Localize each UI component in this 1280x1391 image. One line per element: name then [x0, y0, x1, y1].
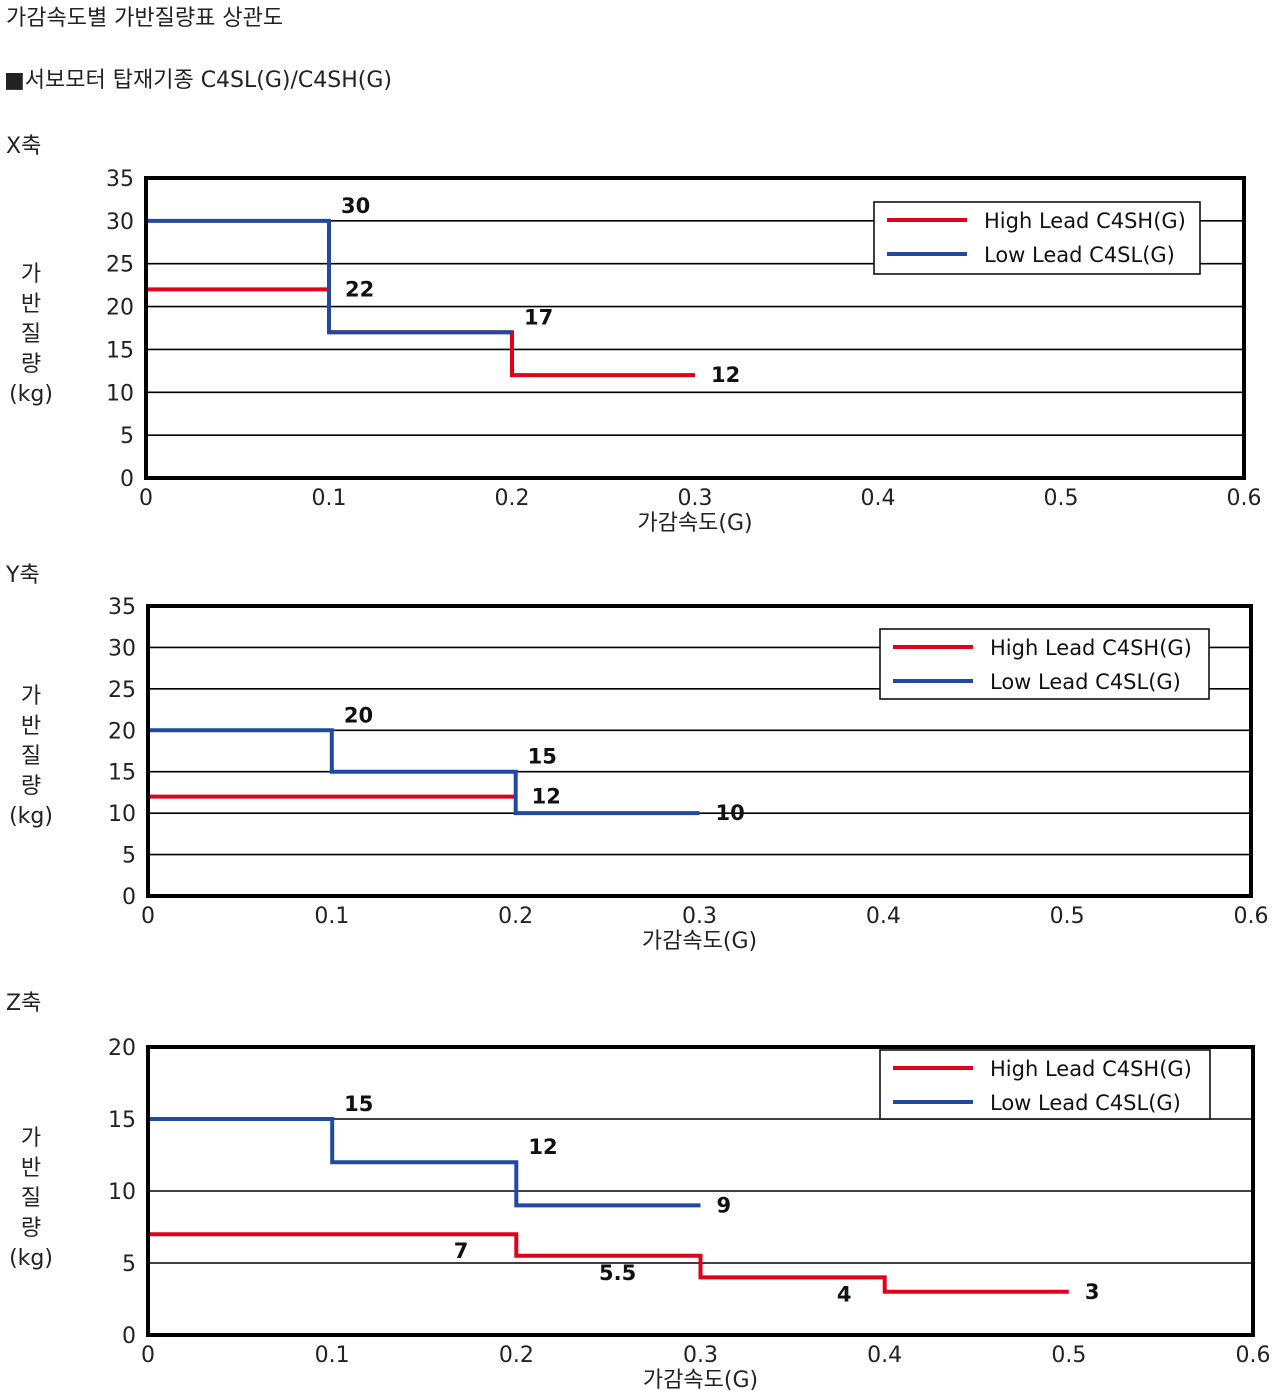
legend-label-low-lead: Low Lead C4SL(G) [984, 243, 1175, 267]
x-tick-label: 0.6 [1234, 904, 1269, 929]
data-label: 9 [717, 1193, 732, 1217]
y-tick-label: 5 [122, 1252, 136, 1277]
data-label: 17 [524, 305, 553, 329]
high-lead-series-line [148, 1232, 1069, 1294]
legend-box [879, 1049, 1211, 1120]
y-tick-label: 20 [108, 719, 136, 744]
y-tick-label: 0 [122, 1324, 136, 1349]
y-tick-label: 5 [120, 424, 134, 449]
y-tick-label: 10 [108, 1180, 136, 1205]
y-tick-label: 15 [106, 338, 134, 363]
y-axis-label: 질 [21, 1186, 41, 1211]
legend-box [879, 628, 1210, 700]
x-tick-label: 0.5 [1044, 486, 1079, 511]
y-axis-label: 가 [21, 684, 41, 709]
y-tick-label: 30 [106, 210, 134, 235]
data-label: 5.5 [599, 1261, 636, 1285]
x-tick-label: 0 [139, 486, 153, 511]
y-axis-label: 반 [21, 292, 41, 317]
z-axis-section-heading: Z축 [6, 991, 42, 1016]
y-axis-label: (kg) [9, 804, 53, 829]
x-tick-label: 0 [141, 1343, 155, 1368]
y-axis-label: (kg) [9, 382, 53, 407]
low-lead-series-line [146, 218, 512, 335]
low-lead-series-line [148, 1117, 701, 1208]
y-axis-label: 반 [21, 1156, 41, 1181]
legend-label-low-lead: Low Lead C4SL(G) [990, 670, 1181, 694]
y-tick-label: 10 [106, 381, 134, 406]
plot-frame [144, 176, 1246, 480]
y-axis-label: 량 [21, 774, 41, 799]
data-label: 4 [837, 1282, 852, 1306]
x-tick-label: 0.4 [867, 1343, 902, 1368]
z-axis-chart: 0 5 10 15 20 0 0.1 0.2 0.3 0.4 0.5 0.6 가감속도(G) 가반질량 (k… [9, 1036, 1271, 1391]
y-axis-label: 질 [21, 744, 41, 769]
x-tick-label: 0.5 [1050, 904, 1085, 929]
x-tick-label: 0.4 [866, 904, 901, 929]
x-tick-label: 0.6 [1236, 1343, 1271, 1368]
x-tick-label: 0.2 [495, 486, 530, 511]
y-axis-section-heading: Y축 [6, 563, 40, 588]
data-label: 15 [344, 1092, 373, 1116]
page-subtitle: ■서보모터 탑재기종 C4SL(G)/C4SH(G) [4, 68, 392, 93]
x-tick-label: 0.2 [498, 904, 533, 929]
x-axis-label: 가감속도(G) [643, 1368, 758, 1391]
data-label: 3 [1085, 1280, 1100, 1304]
y-axis-label: 량 [21, 1216, 41, 1241]
y-tick-label: 25 [106, 253, 134, 278]
x-tick-label: 0.1 [315, 1343, 350, 1368]
y-axis-label: (kg) [9, 1246, 53, 1271]
x-tick-label: 0.5 [1051, 1343, 1086, 1368]
legend-label-high-lead: High Lead C4SH(G) [984, 209, 1186, 233]
y-axis-label: 가 [21, 262, 41, 287]
y-tick-label: 35 [106, 167, 134, 192]
x-tick-label: 0.1 [314, 904, 349, 929]
low-lead-series-line [148, 728, 700, 816]
legend-label-high-lead: High Lead C4SH(G) [990, 636, 1192, 660]
y-tick-label: 35 [108, 595, 136, 620]
page-title: 가감속도별 가반질량표 상관도 [6, 6, 284, 31]
x-axis-section-heading: X축 [6, 134, 42, 159]
data-label: 12 [528, 1135, 557, 1159]
x-tick-label: 0.3 [682, 904, 717, 929]
data-label: 22 [345, 277, 374, 301]
data-label: 7 [454, 1239, 469, 1263]
y-axis-label: 량 [21, 352, 41, 377]
plot-frame [146, 1045, 1255, 1337]
legend-box [873, 201, 1201, 275]
y-tick-label: 15 [108, 761, 136, 786]
y-axis-chart: 0 5 10 15 20 25 30 35 0 0.1 0.2 0.3 0.4 0.5 0.6 가감속도(G)… [9, 595, 1269, 954]
legend-label-high-lead: High Lead C4SH(G) [990, 1057, 1192, 1081]
y-axis-label: 반 [21, 714, 41, 739]
legend-label-low-lead: Low Lead C4SL(G) [990, 1091, 1181, 1115]
x-tick-label: 0.6 [1227, 486, 1262, 511]
data-label: 10 [716, 801, 745, 825]
y-tick-label: 10 [108, 802, 136, 827]
x-axis-chart: 0 5 10 15 20 25 30 35 0 0.1 0.2 0.3 0.4 0.5 0.6 가감속도(G)… [9, 167, 1262, 536]
data-label: 20 [344, 703, 373, 727]
x-axis-label: 가감속도(G) [642, 929, 757, 954]
y-tick-label: 25 [108, 678, 136, 703]
x-tick-label: 0.4 [861, 486, 896, 511]
x-axis-label: 가감속도(G) [637, 511, 752, 536]
y-tick-label: 30 [108, 636, 136, 661]
data-label: 12 [532, 785, 561, 809]
x-tick-label: 0.2 [499, 1343, 534, 1368]
y-tick-label: 20 [106, 296, 134, 321]
data-label: 30 [341, 194, 370, 218]
x-tick-label: 0.3 [683, 1343, 718, 1368]
y-tick-label: 20 [108, 1036, 136, 1061]
y-tick-label: 0 [120, 467, 134, 492]
x-tick-label: 0 [141, 904, 155, 929]
y-tick-label: 0 [122, 885, 136, 910]
y-tick-label: 5 [122, 844, 136, 869]
y-tick-label: 15 [108, 1108, 136, 1133]
plot-frame [146, 604, 1253, 898]
y-axis-label: 가 [21, 1126, 41, 1151]
data-label: 12 [711, 363, 740, 387]
data-label: 15 [528, 745, 557, 769]
x-tick-label: 0.1 [312, 486, 347, 511]
x-tick-label: 0.3 [678, 486, 713, 511]
y-axis-label: 질 [21, 322, 41, 347]
